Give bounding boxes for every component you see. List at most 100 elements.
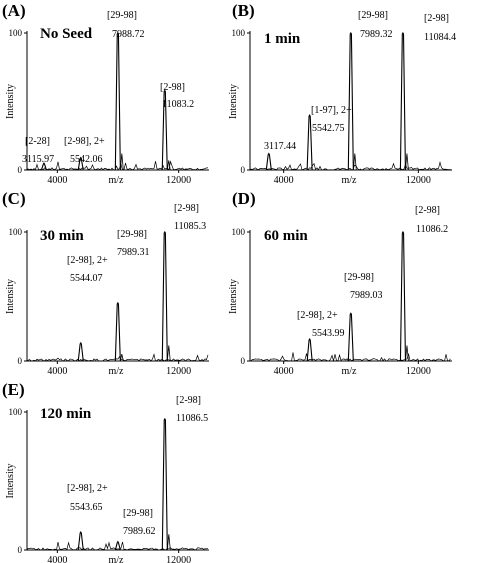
y-axis-label: Intensity xyxy=(5,84,16,119)
spectrum-peak xyxy=(399,31,406,171)
x-axis-label: m/z xyxy=(342,366,358,377)
peak-value-label: 3117.44 xyxy=(264,141,296,152)
peak-value-label: 5543.99 xyxy=(312,328,345,339)
spectrum-satellite xyxy=(405,345,409,362)
y-tick-label: 0 xyxy=(18,165,23,175)
spectrum-baseline xyxy=(249,352,451,363)
spectrum-satellite xyxy=(119,353,124,362)
spectrum-baseline xyxy=(249,161,451,171)
panel-title: 30 min xyxy=(40,228,84,244)
peak-value-label: 7989.31 xyxy=(117,247,150,258)
x-tick-label: 12000 xyxy=(406,366,431,377)
x-tick-label: 12000 xyxy=(166,366,191,377)
peak-value-label: 5543.65 xyxy=(70,502,103,513)
peak-label: [2-28] xyxy=(25,136,50,147)
y-tick-label: 100 xyxy=(232,227,246,237)
peak-value-label: 3115.97 xyxy=(22,154,54,165)
peak-value-label: 11083.2 xyxy=(162,99,194,110)
y-axis-label: Intensity xyxy=(5,464,16,499)
y-tick-label: 100 xyxy=(9,407,23,417)
peak-label: [2-98] xyxy=(415,205,440,216)
peak-value-label: 11086.5 xyxy=(176,413,208,424)
spectrum-baseline xyxy=(26,353,209,362)
peak-label: [29-98] xyxy=(123,508,153,519)
spectrum-peak xyxy=(114,31,121,171)
peak-value-label: 5542.75 xyxy=(312,123,345,134)
x-tick-label: 4000 xyxy=(274,366,294,377)
spectrum-peak xyxy=(161,230,168,362)
peak-value-label: 7989.32 xyxy=(360,29,393,40)
x-axis-label: m/z xyxy=(109,555,125,563)
chart-panel-c: (C) 30 min 0 100 4000 12000 m/z Intensity [2-98]… xyxy=(2,189,209,377)
spectrum-peak xyxy=(306,114,313,171)
panel-title: 60 min xyxy=(264,228,308,244)
x-tick-label: 12000 xyxy=(166,175,191,186)
panel-label: (E) xyxy=(2,380,25,399)
peak-label: [29-98] xyxy=(358,10,388,21)
peak-value-label: 7988.72 xyxy=(112,29,145,40)
spectrum-peak xyxy=(161,417,168,551)
chart-panel-a: (A) No Seed 0 100 4000 12000 m/z Intensity [2-28… xyxy=(2,1,209,186)
peak-label: [2-98] xyxy=(424,13,449,24)
peak-label: [29-98] xyxy=(344,272,374,283)
panel-title: 120 min xyxy=(40,406,92,422)
peak-label: [1-97], 2+ xyxy=(311,105,352,116)
peak-value-label: 11086.2 xyxy=(416,224,448,235)
peak-value-label: 7989.03 xyxy=(350,290,383,301)
spectrum-peak xyxy=(77,156,84,171)
spectrum-peak xyxy=(114,301,121,362)
chart-panel-e: (E) 120 min 0 100 4000 12000 m/z Intensity [2-98… xyxy=(2,380,209,563)
peak-label: [2-98], 2+ xyxy=(64,136,105,147)
panel-label: (D) xyxy=(232,189,256,208)
y-tick-label: 100 xyxy=(9,227,23,237)
y-axis-label: Intensity xyxy=(5,279,16,314)
spectrum-peak xyxy=(161,89,168,171)
panel-label: (A) xyxy=(2,1,26,20)
spectrum-peak xyxy=(265,152,272,171)
y-tick-label: 0 xyxy=(241,356,246,366)
spectrum-satellite xyxy=(166,345,171,362)
spectrum-baseline xyxy=(26,541,209,551)
peak-label: [2-98], 2+ xyxy=(67,483,108,494)
spectrum-peak xyxy=(347,31,354,171)
spectrum-satellite xyxy=(166,160,171,171)
x-tick-label: 12000 xyxy=(166,555,191,563)
spectrum-satellite xyxy=(166,534,171,551)
chart-panel-b: (B) 1 min 0 100 4000 12000 m/z Intensity 3117.44… xyxy=(228,1,456,186)
peak-label: [2-98], 2+ xyxy=(67,255,108,266)
peak-value-label: 5542.06 xyxy=(70,154,103,165)
y-axis-label: Intensity xyxy=(228,84,239,119)
y-axis-label: Intensity xyxy=(228,279,239,314)
x-tick-label: 4000 xyxy=(47,366,67,377)
peak-value-label: 11085.3 xyxy=(174,221,206,232)
peak-label: [29-98] xyxy=(107,10,137,21)
spectrum-satellite xyxy=(119,153,124,171)
peak-label: [2-98] xyxy=(174,203,199,214)
y-tick-label: 100 xyxy=(232,28,246,38)
peak-label: [2-98], 2+ xyxy=(297,310,338,321)
peak-label: [2-98] xyxy=(176,395,201,406)
peak-value-label: 11084.4 xyxy=(424,32,456,43)
x-tick-label: 4000 xyxy=(47,175,67,186)
x-axis-label: m/z xyxy=(109,175,125,186)
spectrum-satellite xyxy=(405,153,409,171)
spectrum-satellite xyxy=(352,153,357,171)
panel-title: No Seed xyxy=(40,26,93,42)
spectrum-peak xyxy=(347,312,354,362)
spectrum-peak xyxy=(114,540,121,551)
x-axis-label: m/z xyxy=(109,366,125,377)
y-tick-label: 0 xyxy=(18,356,23,366)
x-tick-label: 12000 xyxy=(406,175,431,186)
spectrum-baseline xyxy=(26,160,208,171)
panel-label: (C) xyxy=(2,189,26,208)
peak-label: [2-98] xyxy=(160,82,185,93)
spectrum-peak xyxy=(40,162,47,171)
spectrum-peak xyxy=(77,341,84,362)
peak-value-label: 7989.62 xyxy=(123,526,156,537)
peak-value-label: 5544.07 xyxy=(70,273,103,284)
spectrum-peak xyxy=(77,530,84,551)
y-tick-label: 0 xyxy=(241,165,246,175)
panel-label: (B) xyxy=(232,1,255,20)
